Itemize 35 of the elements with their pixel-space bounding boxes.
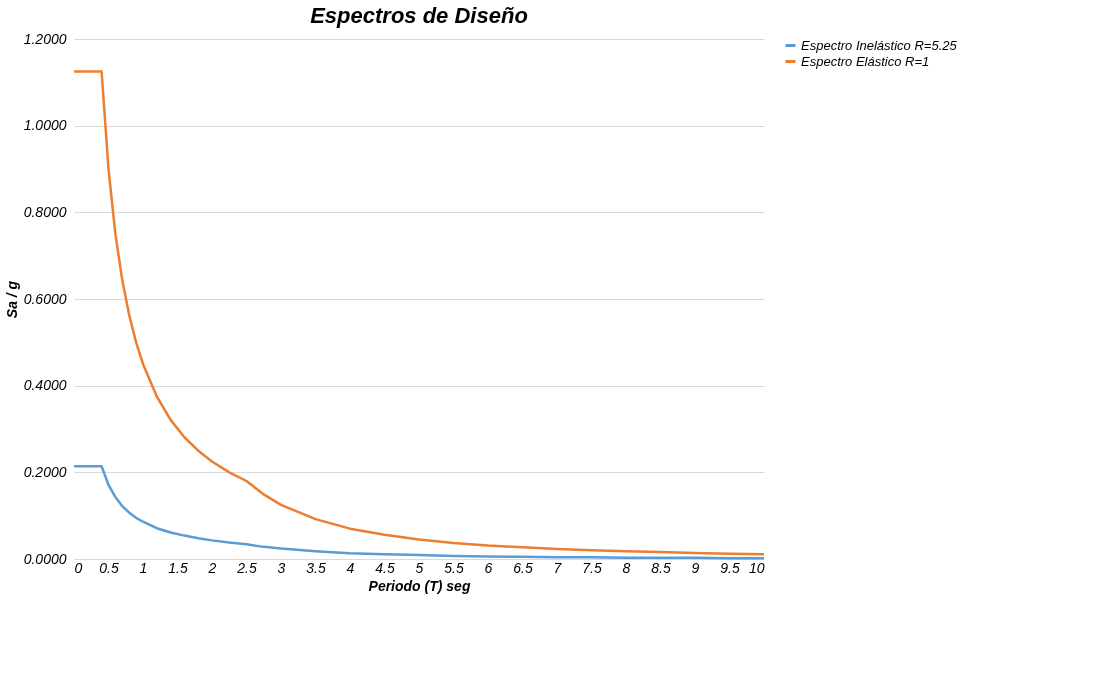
y-tick-label: 1.0000 bbox=[23, 117, 67, 134]
legend-label: Espectro Inelástico R=5.25 bbox=[801, 37, 958, 53]
y-axis-title: Sa / g bbox=[3, 280, 20, 319]
y-tick-label: 0.0000 bbox=[23, 550, 67, 567]
x-tick-label: 7 bbox=[553, 559, 563, 576]
line-series bbox=[72, 70, 766, 556]
legend-label: Espectro Elástico R=1 bbox=[801, 53, 930, 69]
x-tick-label: 10 bbox=[748, 559, 765, 576]
x-axis-title: Periodo (T) seg bbox=[368, 577, 471, 594]
x-tick-label: 6 bbox=[484, 559, 493, 576]
x-tick-label: 9.5 bbox=[720, 559, 740, 576]
y-tick-label: 0.2000 bbox=[23, 463, 67, 480]
chart-title: Espectros de Diseño bbox=[310, 3, 528, 28]
x-tick-label: 0 bbox=[74, 559, 83, 576]
x-tick-label: 2.5 bbox=[236, 559, 257, 576]
y-tick-label: 1.2000 bbox=[23, 30, 67, 47]
y-tick-label: 0.4000 bbox=[23, 377, 67, 394]
x-tick-label: 7.5 bbox=[582, 559, 602, 576]
x-tick-label: 6.5 bbox=[513, 559, 533, 576]
x-tick-label: 9 bbox=[691, 559, 700, 576]
y-tick-label: 0.8000 bbox=[23, 203, 67, 220]
x-tick-label: 8 bbox=[622, 559, 631, 576]
x-tick-label: 1.5 bbox=[168, 559, 188, 576]
x-tick-label: 3 bbox=[277, 559, 286, 576]
line-series bbox=[72, 465, 766, 560]
x-tick-label: 8.5 bbox=[651, 559, 671, 576]
x-tick-label: 1 bbox=[139, 559, 148, 576]
x-tick-label: 5.5 bbox=[444, 559, 464, 576]
x-tick-label: 5 bbox=[415, 559, 424, 576]
y-tick-label: 0.6000 bbox=[23, 290, 67, 307]
x-tick-label: 3.5 bbox=[306, 559, 326, 576]
x-tick-label: 4 bbox=[346, 559, 355, 576]
x-tick-label: 2 bbox=[207, 559, 217, 576]
x-tick-label: 4.5 bbox=[375, 559, 395, 576]
x-tick-label: 0.5 bbox=[99, 559, 119, 576]
